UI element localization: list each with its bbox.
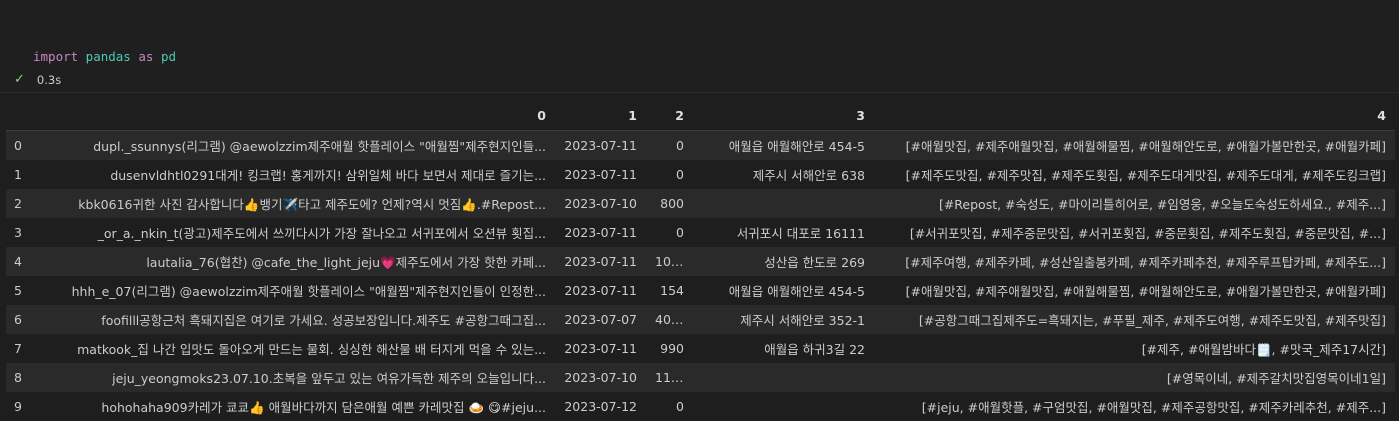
- dataframe-table: 0 1 2 3 4 0 dupl._ssunnys(리그램) @aewolzzim…: [6, 101, 1395, 421]
- table-cell: [693, 363, 874, 392]
- row-index: 4: [14, 254, 22, 269]
- table-row: 0 dupl._ssunnys(리그램) @aewolzzim제주애월 핫플레이스…: [6, 130, 1395, 160]
- index-header: [6, 101, 34, 131]
- table-cell: 성산읍 한도로 269: [764, 255, 865, 270]
- table-cell: 4075: [655, 312, 687, 327]
- table-cell: 0: [676, 225, 684, 240]
- row-index: 3: [14, 225, 22, 240]
- table-row: 9 hohohaha909카레가 쿄쿄👍 애월바다까지 담은애월 예쁜 카레맛집 …: [6, 392, 1395, 421]
- table-cell: [#제주여행, #제주카페, #성산일출봉카페, #제주카페추천, #제주루프탑…: [905, 255, 1386, 270]
- table-row: 5 hhh_e_07(리그램) @aewolzzim제주애월 핫플레이스 "애월찜…: [6, 276, 1395, 305]
- table-cell: [#애월맛집, #제주애월맛집, #애월해물찜, #애월해안도로, #애월가볼만…: [905, 284, 1386, 299]
- row-index: 6: [14, 312, 22, 327]
- row-index: 7: [14, 341, 22, 356]
- code-line-1: import pandas as pd: [33, 47, 229, 67]
- table-cell: 2023-07-10: [564, 196, 637, 211]
- table-cell: 2023-07-11: [564, 254, 637, 269]
- table-cell: 제주시 서해안로 352-1: [740, 313, 865, 328]
- column-header: 1: [555, 101, 646, 131]
- table-cell: [#Repost, #숙성도, #마이리틀히어로, #임영웅, #오늘도숙성도하…: [938, 197, 1386, 212]
- table-cell: lautalia_76(협찬) @cafe_the_light_jeju💗제주도…: [146, 255, 546, 270]
- code-cell[interactable]: import pandas as pd df = pd.DataFrame(re…: [0, 0, 1399, 181]
- code-line-3: df: [33, 164, 229, 184]
- execution-time: 0.3s: [36, 72, 62, 87]
- table-cell: 제주시 서해안로 638: [752, 168, 865, 183]
- table-header-row: 0 1 2 3 4: [6, 101, 1395, 131]
- code-token: as: [138, 49, 154, 64]
- table-cell: 2023-07-11: [564, 225, 637, 240]
- row-index: 2: [14, 196, 22, 211]
- table-cell: 0: [676, 138, 684, 153]
- table-cell: [693, 392, 874, 421]
- table-cell: 2023-07-12: [564, 399, 637, 414]
- table-cell: kbk0616귀한 사진 감사합니다👍뱅기✈️타고 제주도에? 언제?역시 멋짐…: [78, 197, 546, 212]
- table-cell: [#애월맛집, #제주애월맛집, #애월해물찜, #애월해안도로, #애월가볼만…: [905, 139, 1386, 154]
- table-row: 6 foofilll공항근처 흑돼지집은 여기로 가세요. 성공보장입니다.제주도…: [6, 305, 1395, 334]
- table-cell: 서귀포시 대포로 16111: [736, 226, 865, 241]
- table-cell: [#서귀포맛집, #제주중문맛집, #서귀포횟집, #중문횟집, #제주도횟집,…: [909, 226, 1386, 241]
- table-cell: matkook_집 나간 입맛도 돌아오게 만드는 물회. 싱싱한 해산물 배 …: [77, 342, 546, 357]
- table-row: 8 jeju_yeongmoks23.07.10.초복을 앞두고 있는 여유가득한…: [6, 363, 1395, 392]
- table-cell: hhh_e_07(리그램) @aewolzzim제주애월 핫플레이스 "애월찜"…: [71, 284, 546, 299]
- table-cell: [#jeju, #애월핫플, #구엄맛집, #애월맛집, #제주공항맛집, #제…: [921, 400, 1386, 415]
- table-cell: 애월읍 애월해안로 454-5: [728, 139, 865, 154]
- table-cell: 990: [660, 341, 684, 356]
- checkmark-icon: ✓: [14, 72, 25, 87]
- table-cell: 800: [660, 196, 684, 211]
- column-header: 2: [646, 101, 693, 131]
- table-cell: 애월읍 애월해안로 454-5: [728, 284, 865, 299]
- table-cell: 2023-07-11: [564, 167, 637, 182]
- row-index: 9: [14, 399, 22, 414]
- output-area: 0 1 2 3 4 0 dupl._ssunnys(리그램) @aewolzzim…: [6, 101, 1395, 421]
- code-token: pd: [153, 49, 177, 64]
- table-row: 7 matkook_집 나간 입맛도 돌아오게 만드는 물회. 싱싱한 해산물 배…: [6, 334, 1395, 363]
- row-index: 0: [14, 138, 22, 153]
- code-token: df: [33, 166, 49, 181]
- code-token: import: [33, 49, 79, 64]
- row-index: 5: [14, 283, 22, 298]
- table-cell: 0: [676, 399, 684, 414]
- table-cell: 2023-07-07: [564, 312, 637, 327]
- table-row: 4 lautalia_76(협찬) @cafe_the_light_jeju💗제주…: [6, 247, 1395, 276]
- table-cell: dupl._ssunnys(리그램) @aewolzzim제주애월 핫플레이스 …: [93, 139, 546, 154]
- table-cell: 애월읍 하귀3길 22: [764, 342, 865, 357]
- table-row: 1 dusenvldhtl0291대게! 킹크랩! 홍게까지! 삼위일체 바다 보…: [6, 160, 1395, 189]
- row-index: 8: [14, 370, 22, 385]
- table-cell: [#영목이네, #제주갈치맛집영목이네1일]: [1166, 371, 1386, 386]
- table-row: 3 _or_a._nkin_t(광고)제주도에서 쓰끼다시가 가장 잘나오고 서귀…: [6, 218, 1395, 247]
- execution-status: ✓ 0.3s: [14, 72, 61, 87]
- table-cell: hohohaha909카레가 쿄쿄👍 애월바다까지 담은애월 예쁜 카레맛집 🍛…: [101, 400, 546, 415]
- table-cell: [#제주도맛집, #제주맛집, #제주도횟집, #제주도대게맛집, #제주도대게…: [905, 168, 1386, 183]
- table-cell: 2023-07-11: [564, 341, 637, 356]
- table-cell: 2023-07-11: [564, 138, 637, 153]
- code-token: pandas: [78, 49, 139, 64]
- column-header: 3: [693, 101, 874, 131]
- column-header: 4: [874, 101, 1395, 131]
- cell-divider: [0, 92, 1399, 93]
- column-header: 0: [34, 101, 555, 131]
- table-cell: foofilll공항근처 흑돼지집은 여기로 가세요. 성공보장입니다.제주도 …: [101, 313, 546, 328]
- table-cell: 1054: [655, 254, 687, 269]
- table-cell: jeju_yeongmoks23.07.10.초복을 앞두고 있는 여유가득한 …: [112, 371, 546, 386]
- table-row: 2 kbk0616귀한 사진 감사합니다👍뱅기✈️타고 제주도에? 언제?역시 멋…: [6, 189, 1395, 218]
- row-index: 1: [14, 167, 22, 182]
- table-cell: 154: [660, 283, 684, 298]
- table-cell: 0: [676, 167, 684, 182]
- table-cell: 1140: [655, 370, 687, 385]
- table-cell: _or_a._nkin_t(광고)제주도에서 쓰끼다시가 가장 잘나오고 서귀포…: [97, 226, 546, 241]
- table-cell: [#제주, #애월밤바다🗒️, #맛국_제주17시간]: [1141, 342, 1386, 357]
- table-cell: 2023-07-11: [564, 283, 637, 298]
- table-cell: dusenvldhtl0291대게! 킹크랩! 홍게까지! 삼위일체 바다 보면…: [110, 168, 546, 183]
- table-cell: 2023-07-10: [564, 370, 637, 385]
- table-cell: [#공항그때그집제주도=흑돼지는, #푸필_제주, #제주도여행, #제주도맛집…: [918, 313, 1386, 328]
- table-cell: [693, 189, 874, 218]
